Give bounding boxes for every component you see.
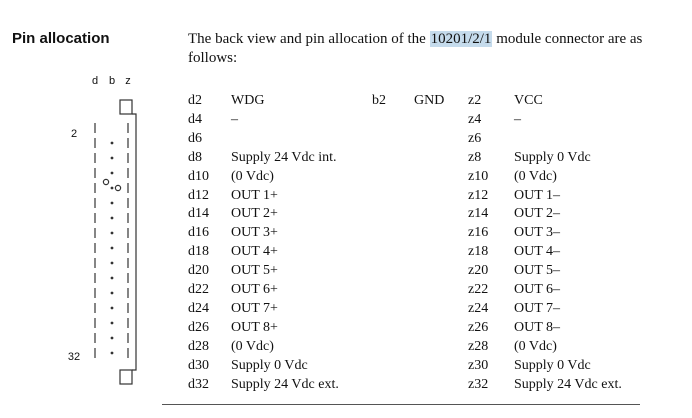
pin-row-2-d-signal: –: [231, 111, 238, 127]
pin-mark-b: [110, 216, 114, 220]
first-pin-label: 2: [71, 128, 77, 140]
pin-row-1-z-pin: z2: [468, 93, 482, 108]
col-label-b: b: [109, 75, 115, 87]
pin-mark-b: [110, 141, 114, 145]
pin-row-9-d-signal: OUT 4+: [231, 244, 278, 260]
pin-row-12-d-signal: OUT 7+: [231, 300, 278, 316]
pin-row-15-d-signal: Supply 0 Vdc: [231, 357, 308, 373]
pin-row-1-d-pin: d2: [188, 93, 202, 108]
pin-row-13-d-signal: OUT 8+: [231, 319, 278, 335]
pin-row-3-d-pin: d6: [188, 130, 202, 146]
pin-row-16-d-signal: Supply 24 Vdc ext.: [231, 376, 339, 392]
last-pin-label: 32: [68, 351, 80, 363]
pin-row-2-z-pin: z4: [468, 111, 482, 127]
pin-row-1-z-signal: VCC: [514, 93, 543, 108]
pin-row-6-z-pin: z12: [468, 187, 489, 203]
pin-row-1-b-signal: GND: [414, 93, 445, 108]
module-id-highlight: 10201/2/1: [429, 31, 493, 47]
pin-row-11-z-signal: OUT 6–: [514, 282, 561, 297]
pin-row-4-d-pin: d8: [188, 149, 202, 165]
pin-row-8-d-signal: OUT 3+: [231, 225, 278, 241]
pin-row-14-z-pin: z28: [468, 338, 489, 354]
pin-row-6-d-signal: OUT 1+: [231, 187, 278, 203]
pin-row-5-d-pin: d10: [188, 168, 209, 184]
col-label-d: d: [92, 75, 98, 87]
pin-row-10-d-pin: d20: [188, 263, 209, 279]
pin-row-11-d-pin: d22: [188, 282, 209, 297]
pin-mark-b: [110, 321, 114, 325]
pin-row-14-z-signal: (0 Vdc): [514, 338, 557, 354]
pin-row-12-z-signal: OUT 7–: [514, 300, 561, 316]
pin-row-10-z-signal: OUT 5–: [514, 263, 561, 279]
pin-row-1-b-pin: b2: [372, 93, 386, 108]
pin-row-8-z-pin: z16: [468, 225, 489, 241]
pin-row-3-z-pin: z6: [468, 130, 482, 146]
bottom-rule: [162, 404, 640, 405]
pin-row-7-d-signal: OUT 2+: [231, 206, 278, 222]
pin-row-9-z-pin: z18: [468, 244, 489, 260]
pin-row-15-z-signal: Supply 0 Vdc: [514, 357, 591, 373]
pin-mark-b: [110, 276, 114, 280]
pin-mark-b: [110, 186, 114, 190]
pin-row-2-d-pin: d4: [188, 111, 202, 127]
pin-mark-b: [110, 171, 114, 175]
pin-row-16-d-pin: d32: [188, 376, 209, 392]
pin-row-9-z-signal: OUT 4–: [514, 244, 561, 260]
pin-row-15-d-pin: d30: [188, 357, 209, 373]
pin-row-6-d-pin: d12: [188, 187, 209, 203]
pin-row-11-d-signal: OUT 6+: [231, 282, 278, 297]
pin-row-8-z-signal: OUT 3–: [514, 225, 561, 241]
pin-row-4-z-pin: z8: [468, 149, 482, 165]
pin-row-5-d-signal: (0 Vdc): [231, 168, 274, 184]
pin-row-5-z-signal: (0 Vdc): [514, 168, 557, 184]
pin-mark-b: [110, 156, 114, 160]
pin-row-8-d-pin: d16: [188, 225, 209, 241]
pin-row-14-d-pin: d28: [188, 338, 209, 354]
pin-row-7-d-pin: d14: [188, 206, 209, 222]
pin-row-13-d-pin: d26: [188, 319, 209, 335]
pin-row-11-z-pin: z22: [468, 282, 489, 297]
pin-mark-b: [110, 261, 114, 265]
pin-row-16-z-pin: z32: [468, 376, 489, 392]
pin-row-4-z-signal: Supply 0 Vdc: [514, 149, 591, 165]
pin-row-15-z-pin: z30: [468, 357, 489, 373]
pin-row-2-z-signal: –: [514, 111, 521, 127]
pin-row-10-d-signal: OUT 5+: [231, 263, 278, 279]
section-heading: Pin allocation: [12, 30, 110, 47]
col-label-z: z: [125, 75, 131, 87]
pin-row-6-z-signal: OUT 1–: [514, 187, 561, 203]
connector-diagram: d b z 2 32: [68, 75, 137, 385]
intro-paragraph: The back view and pin allocation of the …: [188, 30, 678, 68]
intro-text-after: module connector are as follows:: [188, 31, 643, 66]
pin-mark-b: [110, 306, 114, 310]
pin-marks: [94, 123, 129, 358]
pin-row-16-z-signal: Supply 24 Vdc ext.: [514, 376, 622, 392]
connector-outline: [102, 99, 137, 385]
pin-mark-b: [110, 336, 114, 340]
pin-mark-b: [110, 351, 114, 355]
pin-row-1-d-signal: WDG: [231, 93, 265, 108]
pin-row-9-d-pin: d18: [188, 244, 209, 260]
pin-row-13-z-pin: z26: [468, 319, 489, 335]
pin-mark-b: [110, 291, 114, 295]
pin-mark-b: [110, 231, 114, 235]
pin-row-12-d-pin: d24: [188, 300, 209, 316]
pin-row-4-d-signal: Supply 24 Vdc int.: [231, 149, 337, 165]
pin-row-5-z-pin: z10: [468, 168, 489, 184]
pin-row-12-z-pin: z24: [468, 300, 489, 316]
intro-text-before: The back view and pin allocation of the: [188, 31, 430, 47]
pin-row-14-d-signal: (0 Vdc): [231, 338, 274, 354]
pin-row-10-z-pin: z20: [468, 263, 489, 279]
pin-row-13-z-signal: OUT 8–: [514, 319, 561, 335]
pin-row-7-z-pin: z14: [468, 206, 489, 222]
pin-row-7-z-signal: OUT 2–: [514, 206, 561, 222]
pin-mark-b: [110, 201, 114, 205]
pin-mark-b: [110, 246, 114, 250]
